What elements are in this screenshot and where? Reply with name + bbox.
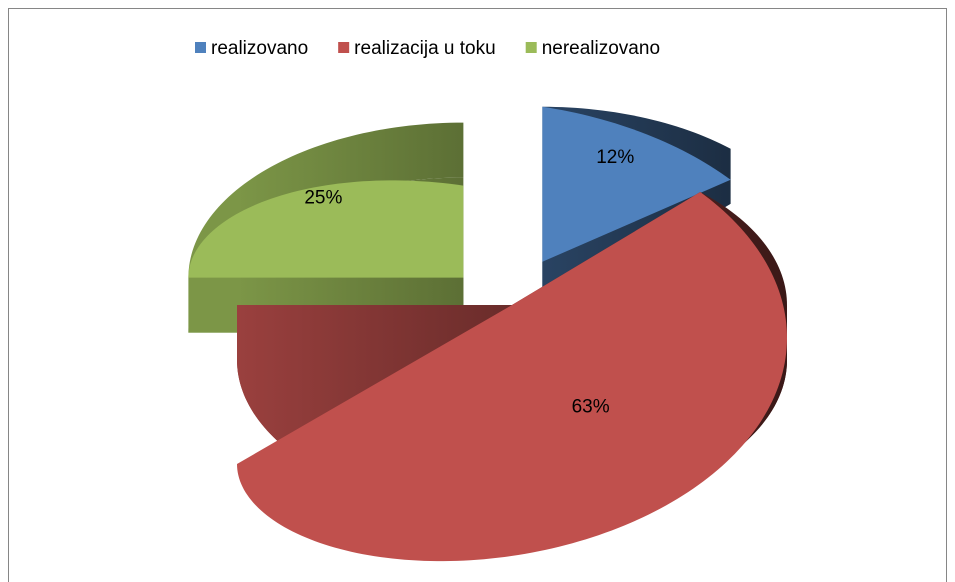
legend-swatch xyxy=(525,42,537,53)
pie-slice xyxy=(188,180,464,278)
legend-label: realizovano xyxy=(211,38,308,59)
pie-slice xyxy=(237,192,787,562)
legend-swatch xyxy=(195,42,206,53)
legend-label: realizacija u toku xyxy=(354,38,496,59)
slice-side xyxy=(188,122,464,333)
data-label: 12% xyxy=(596,147,634,168)
data-label: 63% xyxy=(572,396,610,417)
legend-swatch xyxy=(338,42,350,53)
pie-slice xyxy=(542,106,731,262)
legend-label: nerealizovano xyxy=(542,38,660,59)
data-label: 25% xyxy=(304,188,342,209)
